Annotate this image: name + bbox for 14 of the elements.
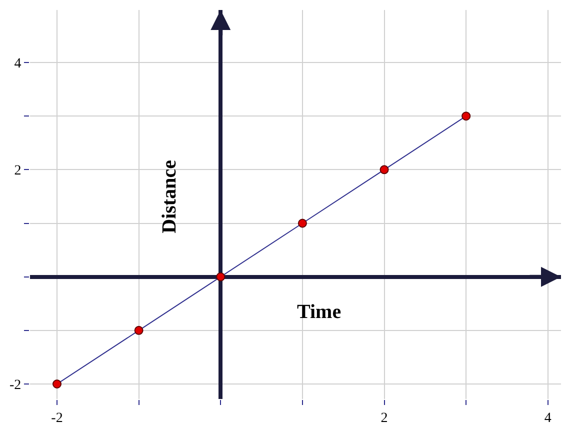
point: [380, 165, 389, 174]
y-tick-label: -2: [10, 378, 22, 393]
point: [52, 380, 62, 388]
point: [216, 272, 226, 282]
x-axis-title: Time: [297, 301, 342, 323]
point: [134, 326, 144, 335]
point: [462, 112, 471, 121]
y-tick-label: 2: [14, 164, 22, 179]
x-tick-label: 4: [544, 410, 552, 426]
point: [298, 218, 307, 228]
y-tick-label: 4: [14, 56, 22, 72]
x-tick-label: 2: [380, 410, 388, 426]
y-axis-title: Distance: [158, 160, 180, 234]
x-tick-label: -2: [51, 410, 63, 426]
